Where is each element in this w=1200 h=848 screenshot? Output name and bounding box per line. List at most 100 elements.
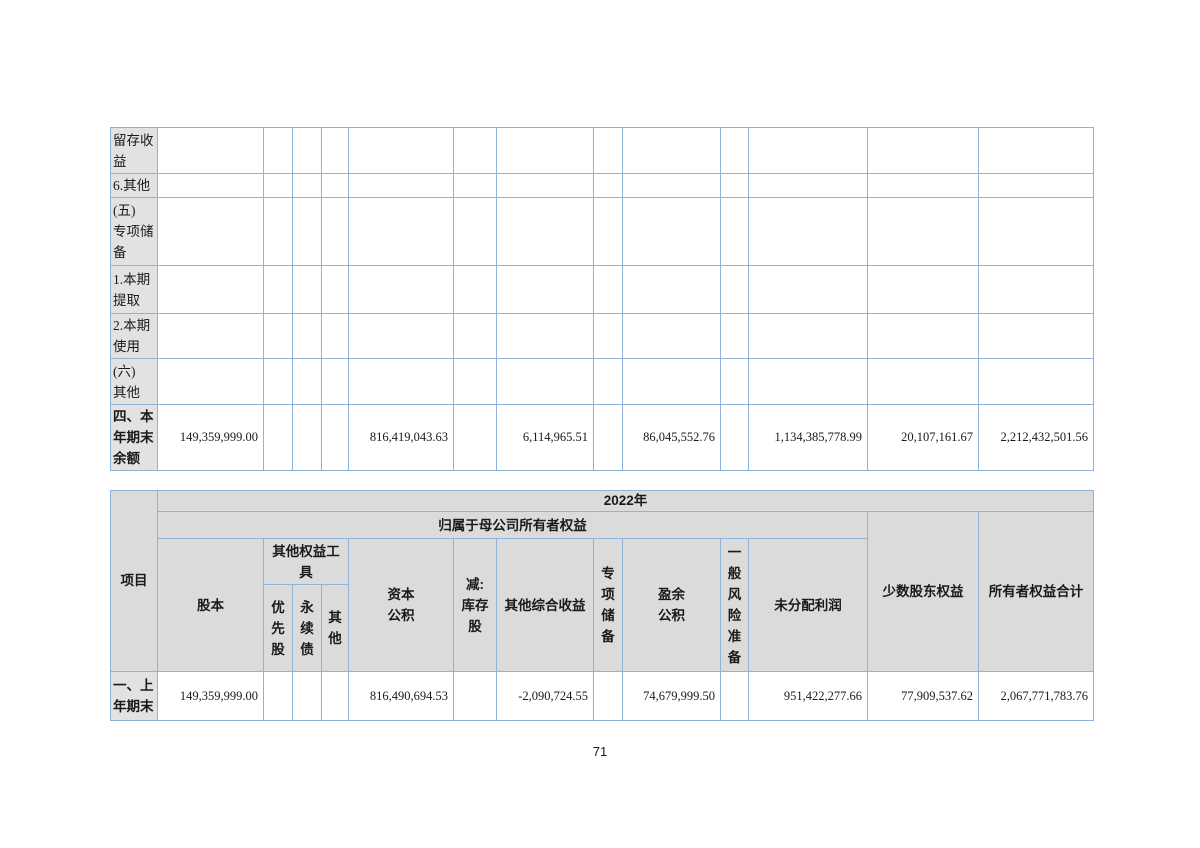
value-cell	[292, 265, 322, 314]
header-total-equity: 所有者权益合计	[978, 511, 1094, 672]
value-cell	[348, 173, 454, 198]
value-cell	[978, 127, 1094, 174]
value-cell	[321, 265, 349, 314]
value-cell	[720, 127, 749, 174]
value-cell	[622, 197, 721, 266]
header-row-columns: 股本 其他权益工 具 资本 公积 减: 库存 股 其他综合收益 专 项 储 备 …	[111, 538, 1094, 672]
value-cell	[453, 671, 497, 721]
value-cell	[622, 127, 721, 174]
value-cell	[263, 127, 293, 174]
header-share-capital: 股本	[157, 538, 264, 672]
header-oci: 其他综合收益	[496, 538, 594, 672]
value-cell	[748, 265, 868, 314]
header-year-2022: 2022年	[157, 490, 1094, 512]
value-cell	[321, 313, 349, 359]
value-cell	[720, 404, 749, 471]
value-cell	[867, 197, 979, 266]
value-cell	[157, 127, 264, 174]
value-cell	[453, 265, 497, 314]
value-cell	[496, 173, 594, 198]
table-row: (五) 专项储 备	[110, 197, 1094, 266]
value-cell	[720, 197, 749, 266]
value-cell	[496, 265, 594, 314]
table-row: 一、上 年期末 149,359,999.00 816,490,694.53 -2,09…	[110, 671, 1094, 721]
value-cell	[157, 313, 264, 359]
table-row: 2.本期 使用	[110, 313, 1094, 359]
row-label: (六) 其他	[110, 358, 158, 405]
value-cell	[157, 265, 264, 314]
value-cell	[157, 173, 264, 198]
value-cell	[748, 173, 868, 198]
value-cell	[593, 313, 623, 359]
value-cell	[321, 358, 349, 405]
value-cell	[263, 197, 293, 266]
value-cell	[263, 173, 293, 198]
value-cell: 816,490,694.53	[348, 671, 454, 721]
value-cell	[263, 313, 293, 359]
value-cell	[593, 173, 623, 198]
header-perpetual-bonds: 永 续 债	[292, 584, 322, 672]
value-cell	[720, 313, 749, 359]
value-cell	[593, 127, 623, 174]
value-cell	[978, 313, 1094, 359]
equity-change-table-2022: 项目 2022年 归属于母公司所有者权益 少数股东权益 所有者权益合计 股本 其…	[110, 490, 1094, 721]
value-cell	[748, 313, 868, 359]
header-row-parent: 归属于母公司所有者权益 少数股东权益 所有者权益合计	[111, 511, 1094, 672]
value-cell	[593, 404, 623, 471]
value-cell	[453, 197, 497, 266]
page-number: 71	[592, 744, 608, 759]
value-cell: 77,909,537.62	[867, 671, 979, 721]
value-cell	[263, 358, 293, 405]
value-cell	[593, 671, 623, 721]
header-treasury-stock: 减: 库存 股	[453, 538, 497, 672]
value-cell	[292, 671, 322, 721]
value-cell	[496, 197, 594, 266]
value-cell: 2,067,771,783.76	[978, 671, 1094, 721]
value-cell	[292, 358, 322, 405]
value-cell	[978, 265, 1094, 314]
value-cell	[496, 127, 594, 174]
value-cell: 6,114,965.51	[496, 404, 594, 471]
row-label: 一、上 年期末	[110, 671, 158, 721]
value-cell	[348, 313, 454, 359]
value-cell	[748, 358, 868, 405]
row-label: (五) 专项储 备	[110, 197, 158, 266]
header-capital-reserve: 资本 公积	[348, 538, 454, 672]
row-label: 6.其他	[110, 173, 158, 198]
value-cell	[292, 127, 322, 174]
value-cell	[348, 265, 454, 314]
row-label: 2.本期 使用	[110, 313, 158, 359]
value-cell	[348, 197, 454, 266]
value-cell	[263, 671, 293, 721]
header-row-subcolumns: 优 先 股 永 续 债 其 他	[111, 584, 1094, 672]
table-row: 四、本 年期末 余额 149,359,999.00 816,419,043.63 6,…	[110, 404, 1094, 471]
value-cell	[321, 404, 349, 471]
row-label: 四、本 年期末 余额	[110, 404, 158, 471]
value-cell	[720, 265, 749, 314]
table-row: 6.其他	[110, 173, 1094, 198]
value-cell	[622, 313, 721, 359]
value-cell	[622, 265, 721, 314]
row-label: 1.本期 提取	[110, 265, 158, 314]
value-cell	[453, 358, 497, 405]
value-cell	[496, 313, 594, 359]
header-special-reserve: 专 项 储 备	[593, 538, 623, 672]
value-cell	[453, 313, 497, 359]
value-cell	[157, 358, 264, 405]
header-item: 项目	[110, 490, 158, 672]
value-cell	[978, 173, 1094, 198]
value-cell: 20,107,161.67	[867, 404, 979, 471]
value-cell	[157, 197, 264, 266]
value-cell	[348, 127, 454, 174]
row-label: 留存收 益	[110, 127, 158, 174]
value-cell	[622, 358, 721, 405]
header-other-equity-tools: 其他权益工 具	[263, 538, 349, 585]
value-cell	[292, 404, 322, 471]
value-cell: 951,422,277.66	[748, 671, 868, 721]
value-cell: 816,419,043.63	[348, 404, 454, 471]
value-cell	[867, 313, 979, 359]
value-cell	[867, 173, 979, 198]
value-cell: 2,212,432,501.56	[978, 404, 1094, 471]
value-cell: 86,045,552.76	[622, 404, 721, 471]
value-cell	[748, 127, 868, 174]
